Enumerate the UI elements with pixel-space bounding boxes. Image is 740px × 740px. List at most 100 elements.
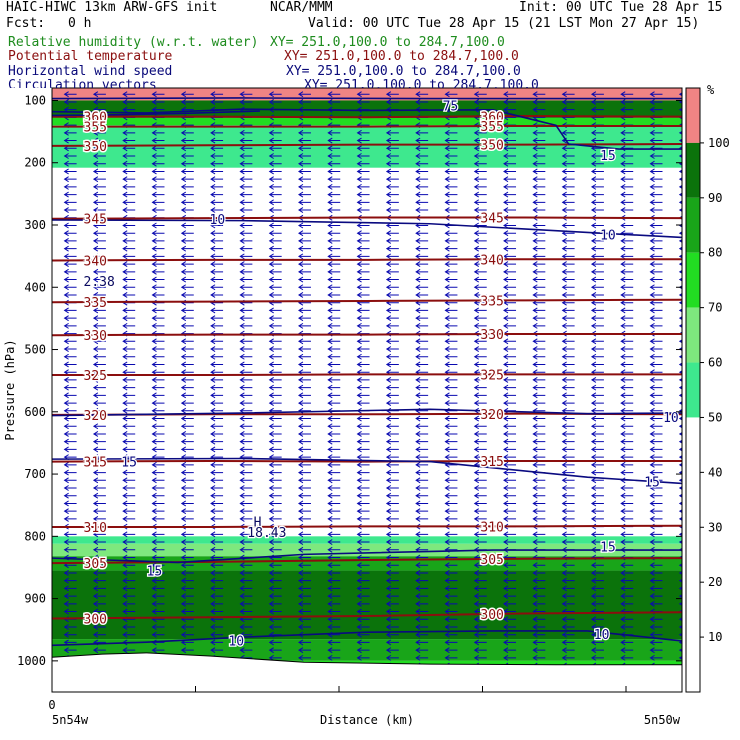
wind-vector — [151, 322, 165, 329]
wind-vector — [649, 400, 663, 406]
wind-vector — [356, 469, 370, 476]
wind-vector — [620, 415, 634, 422]
wind-vector — [561, 346, 575, 352]
wind-vector — [503, 454, 517, 461]
wind-vector — [122, 384, 136, 391]
wind-vector — [298, 500, 311, 507]
wind-vector — [327, 539, 341, 545]
wind-vector — [444, 315, 458, 322]
wind-vector — [415, 284, 429, 291]
wind-vector — [385, 508, 399, 515]
wind-vector — [503, 160, 517, 167]
wind-vector — [415, 515, 429, 522]
wind-vector — [444, 454, 458, 461]
wind-vector — [92, 99, 106, 105]
wind-vector — [122, 647, 136, 654]
wind-vector — [239, 600, 253, 607]
wind-vector — [180, 562, 194, 569]
wind-vector — [239, 253, 253, 260]
wind-vector — [327, 307, 341, 314]
wind-vector — [63, 400, 77, 406]
wind-vector — [356, 400, 370, 406]
wind-vector — [92, 191, 106, 198]
wind-vector — [473, 639, 487, 646]
wind-vector — [63, 284, 77, 291]
wind-vector — [268, 191, 282, 198]
wind-vector — [503, 384, 517, 391]
wind-vector — [327, 315, 341, 322]
wind-vector — [473, 531, 487, 538]
wind-vector — [532, 376, 546, 383]
wind-vector — [63, 415, 77, 422]
wind-speed-line — [52, 97, 682, 100]
wind-vector — [180, 199, 194, 206]
wind-vector — [92, 137, 106, 144]
rh-layer — [52, 570, 682, 640]
wind-vector — [356, 307, 370, 314]
wind-vector — [385, 199, 399, 206]
wind-vector — [122, 631, 136, 638]
theta-line — [52, 611, 682, 620]
wind-vector — [532, 99, 546, 105]
wind-vector — [620, 500, 634, 507]
wind-vector — [239, 207, 253, 213]
wind-vector — [473, 307, 487, 314]
wind-vector — [385, 531, 399, 538]
wind-vector — [444, 647, 458, 654]
wind-vector — [385, 160, 399, 167]
wind-vector — [385, 392, 399, 399]
wind-vector — [473, 500, 487, 507]
colorbar-band — [686, 197, 700, 253]
wind-vector — [385, 485, 399, 491]
wind-vector — [210, 292, 224, 298]
wind-vector — [92, 423, 106, 430]
wind-vector — [298, 423, 311, 430]
wind-vector — [327, 191, 341, 198]
wind-vector — [385, 361, 399, 368]
wind-vector — [590, 415, 604, 422]
wind-vector — [561, 322, 575, 329]
wind-vector — [327, 207, 341, 213]
wind-vector — [532, 346, 546, 352]
wind-vector — [444, 423, 458, 430]
wind-vector — [122, 554, 136, 561]
wind-vector — [122, 292, 136, 298]
wind-vector — [268, 145, 282, 152]
wind-vector — [444, 91, 458, 98]
wind-vector — [415, 292, 429, 298]
wind-vector — [532, 562, 546, 569]
wind-vector — [298, 276, 311, 283]
wind-vector — [151, 207, 165, 213]
wind-vector — [327, 99, 341, 105]
wind-vector — [356, 654, 370, 661]
wind-vector — [385, 654, 399, 661]
wind-vector — [532, 307, 546, 314]
wind-vector — [180, 99, 194, 105]
wind-vector — [356, 376, 370, 383]
wind-vector — [63, 477, 77, 484]
wind-vector — [356, 446, 370, 453]
wind-vector — [532, 145, 546, 152]
wind-vector — [532, 515, 546, 522]
wind-vector — [415, 253, 429, 260]
wind-vector — [151, 407, 165, 414]
wind-vector — [473, 176, 487, 183]
wind-vector — [532, 654, 546, 661]
wind-vector — [561, 400, 575, 406]
wind-vector — [356, 137, 370, 144]
wind-vector — [151, 570, 165, 576]
wind-vector — [415, 168, 429, 175]
wind-vector — [532, 577, 546, 584]
wind-vector — [532, 392, 546, 399]
wind-vector — [590, 253, 604, 260]
wind-vector — [561, 176, 575, 183]
wind-vector — [590, 446, 604, 453]
wind-vector — [620, 176, 634, 183]
wind-vector — [561, 160, 575, 167]
wind-vector — [590, 477, 604, 484]
wind-vector — [532, 500, 546, 507]
forecast-hour: 0 h — [68, 16, 92, 31]
wind-vector — [151, 353, 165, 360]
wind-vector — [590, 593, 604, 600]
wind-vector — [356, 384, 370, 391]
